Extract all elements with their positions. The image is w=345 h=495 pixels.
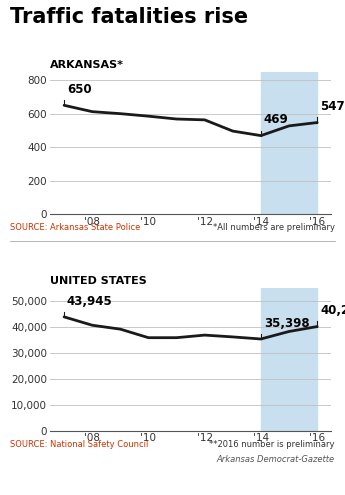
Text: SOURCE: Arkansas State Police: SOURCE: Arkansas State Police (10, 223, 141, 232)
Bar (261, 72, 317, 214)
Text: UNITED STATES: UNITED STATES (50, 276, 147, 286)
Text: *All numbers are preliminary: *All numbers are preliminary (213, 223, 335, 232)
Text: Arkansas Democrat-Gazette: Arkansas Democrat-Gazette (217, 455, 335, 464)
Text: 547: 547 (320, 100, 345, 113)
Text: 35,398: 35,398 (264, 317, 309, 330)
Text: Traffic fatalities rise: Traffic fatalities rise (10, 7, 248, 27)
Text: 469: 469 (264, 113, 288, 126)
Bar (261, 288, 317, 431)
Text: **2016 number is preliminary: **2016 number is preliminary (209, 440, 335, 448)
Text: 43,945: 43,945 (67, 295, 113, 307)
Text: SOURCE: National Safety Council: SOURCE: National Safety Council (10, 440, 149, 448)
Text: 650: 650 (67, 83, 91, 96)
Text: 40,200**: 40,200** (320, 304, 345, 317)
Text: ARKANSAS*: ARKANSAS* (50, 59, 124, 70)
